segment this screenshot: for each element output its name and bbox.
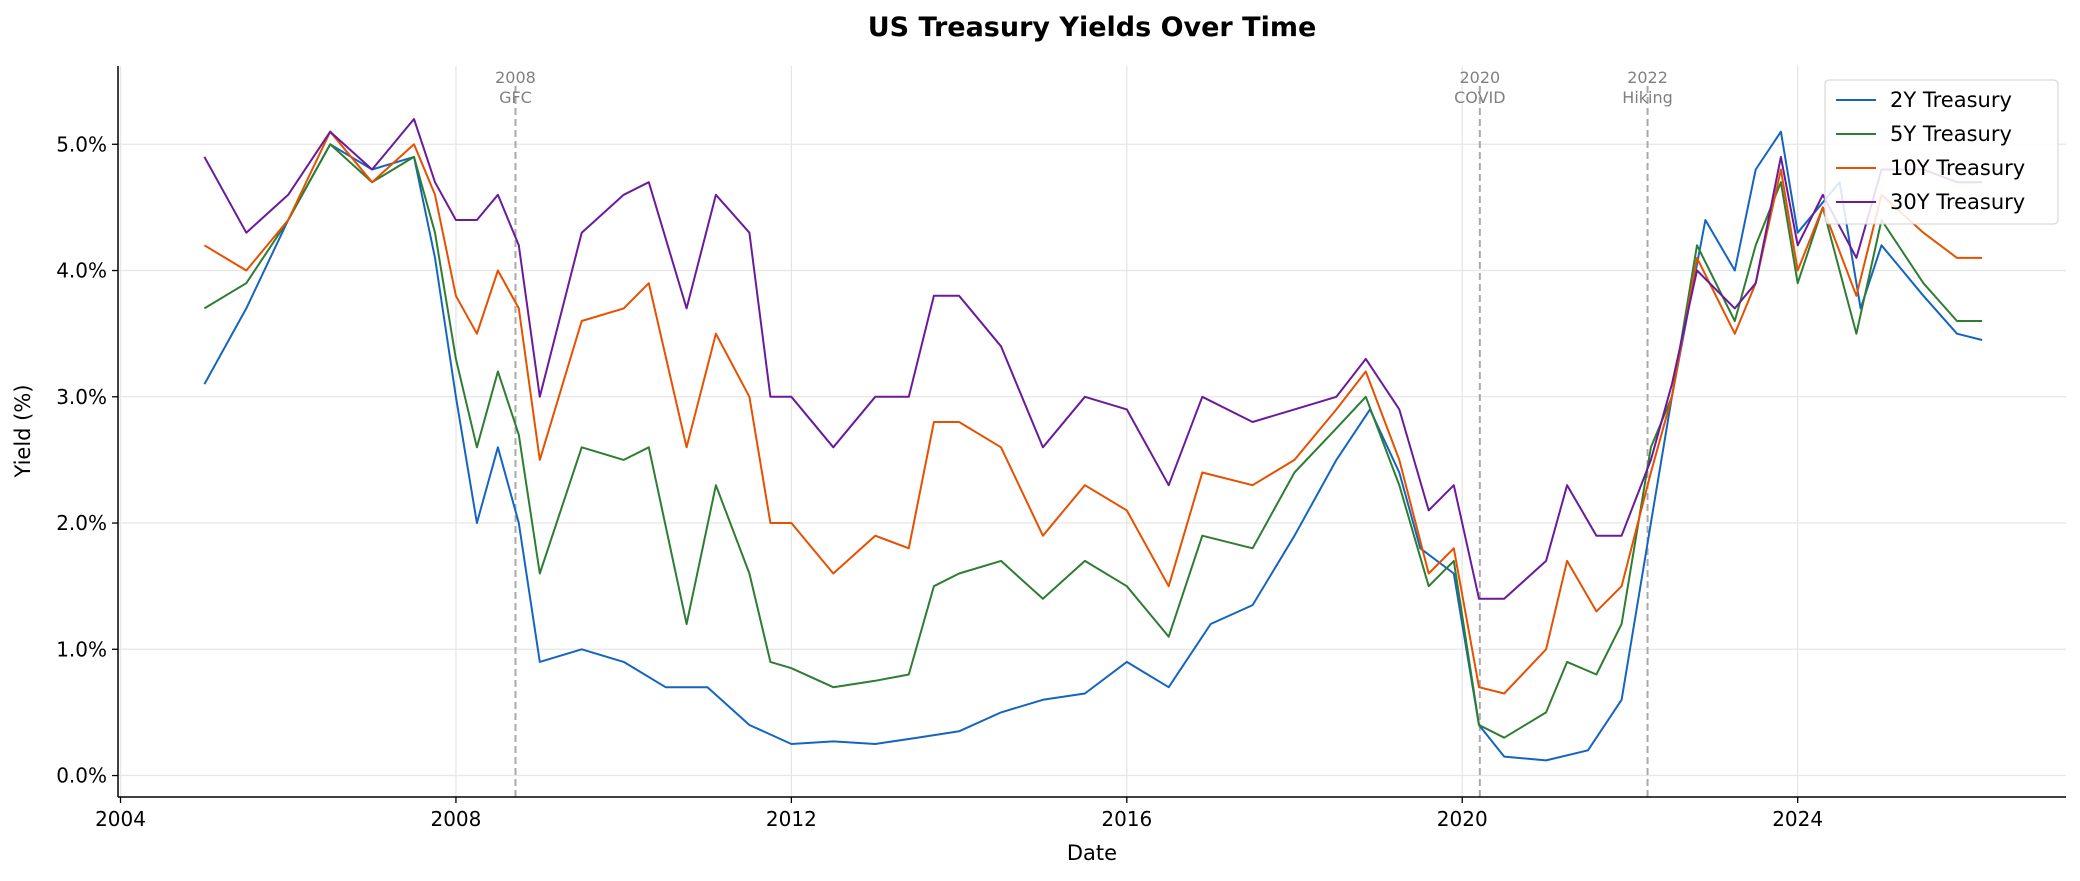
legend-label: 5Y Treasury [1890, 122, 2012, 146]
legend-label: 10Y Treasury [1890, 156, 2025, 180]
chart-title: US Treasury Yields Over Time [868, 12, 1317, 43]
event-label-year: 2008 [495, 68, 536, 87]
x-tick-label: 2016 [1101, 807, 1152, 831]
event-label-name: Hiking [1622, 88, 1672, 107]
y-ticks: 0.0% 1.0% 2.0% 3.0% 4.0% 5.0% [56, 132, 118, 788]
legend-box [1824, 79, 2059, 225]
x-tick-label: 2012 [766, 807, 817, 831]
grid [118, 66, 2066, 797]
y-tick-label: 4.0% [56, 259, 107, 283]
x-tick-label: 2004 [95, 807, 146, 831]
y-tick-label: 0.0% [56, 764, 107, 788]
event-label-year: 2020 [1459, 68, 1500, 87]
y-tick-label: 1.0% [56, 637, 107, 661]
legend-label: 2Y Treasury [1890, 88, 2012, 112]
series-line-30y-treasury [203, 118, 1983, 600]
series-lines [203, 118, 1983, 762]
y-axis-label: Yield (%) [11, 384, 35, 478]
event-label-name: COVID [1454, 88, 1505, 107]
legend: 2Y Treasury 5Y Treasury 10Y Treasury 30Y Tr… [1824, 79, 2059, 225]
x-tick-label: 2020 [1437, 807, 1488, 831]
x-ticks: 2004 2008 2012 2016 2020 2024 [95, 797, 1823, 831]
y-tick-label: 3.0% [56, 385, 107, 409]
event-label-name: GFC [499, 88, 532, 107]
x-axis-label: Date [1067, 841, 1117, 865]
series-line-2y-treasury [203, 130, 1983, 762]
event-label-year: 2022 [1627, 68, 1668, 87]
series-line-10y-treasury [203, 130, 1983, 695]
y-tick-label: 2.0% [56, 511, 107, 535]
legend-label: 30Y Treasury [1890, 190, 2025, 214]
y-tick-label: 5.0% [56, 132, 107, 156]
x-tick-label: 2008 [430, 807, 481, 831]
x-tick-label: 2024 [1772, 807, 1823, 831]
